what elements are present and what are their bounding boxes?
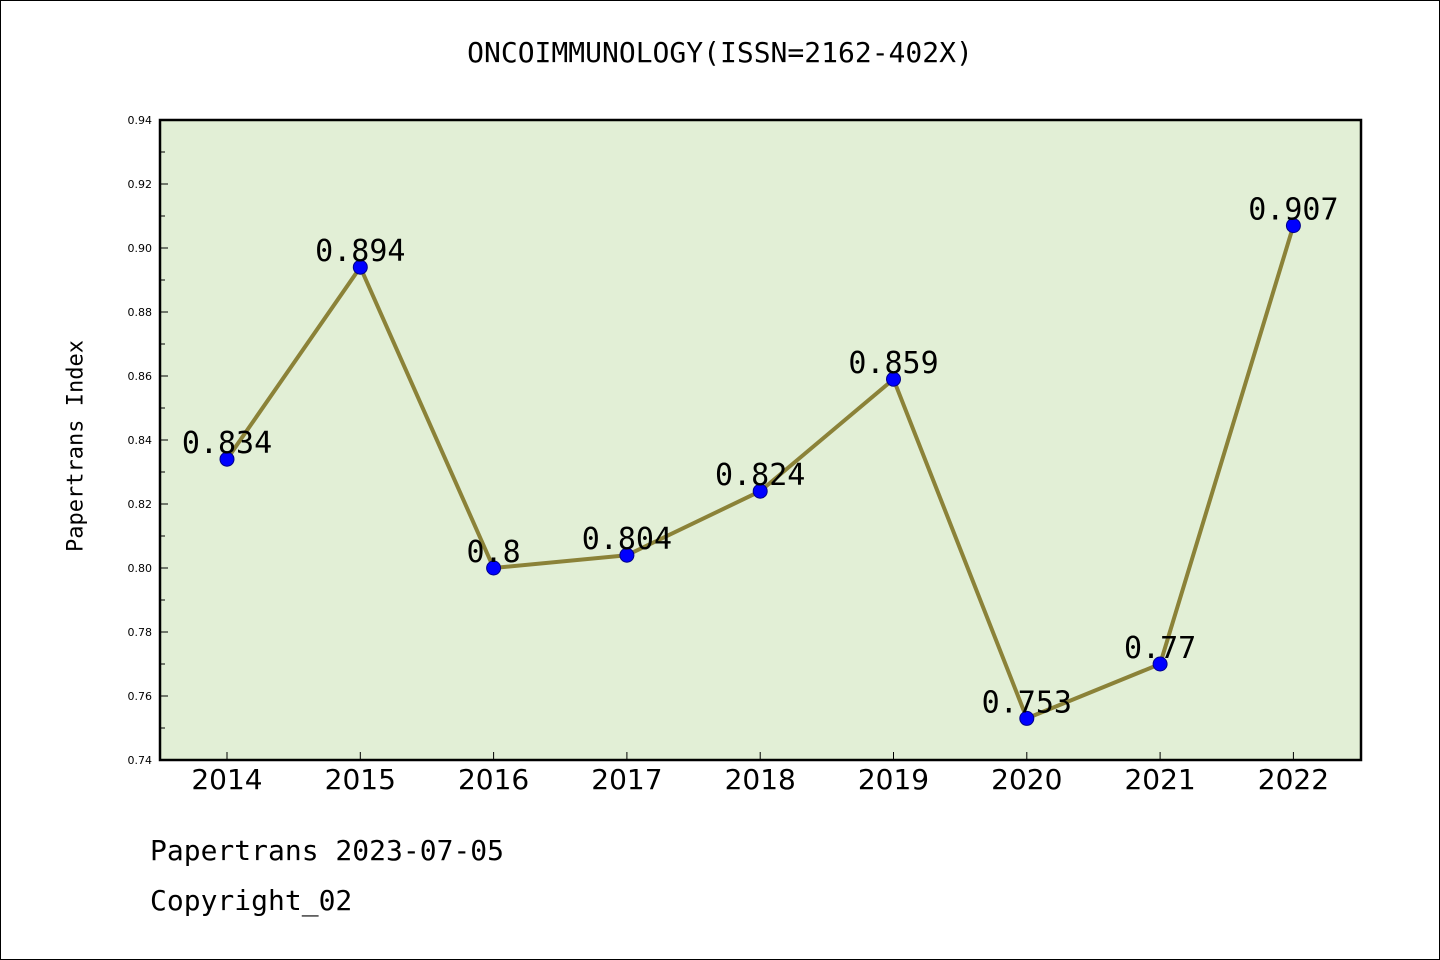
x-tick-label: 2017: [591, 763, 662, 796]
plot-area: [160, 120, 1361, 760]
footer-copyright: Copyright_02: [150, 884, 353, 917]
x-tick-label: 2020: [991, 763, 1062, 796]
data-point: [352, 259, 368, 275]
y-tick-label: 0.76: [128, 690, 153, 703]
chart-title: ONCOIMMUNOLOGY(ISSN=2162-402X): [467, 36, 973, 69]
x-tick-label: 2022: [1258, 763, 1329, 796]
data-label: 0.859: [848, 346, 938, 381]
data-point: [886, 371, 901, 387]
data-point: [1152, 656, 1168, 672]
plot-border: [158, 118, 1363, 762]
x-tick-label: 2019: [858, 763, 929, 796]
y-tick-label: 0.92: [128, 178, 153, 191]
x-tick-label: 2016: [458, 763, 529, 796]
y-tick-label: 0.84: [128, 434, 153, 447]
y-tick-label: 0.88: [128, 306, 153, 319]
data-label: 0.804: [582, 522, 672, 557]
y-tick-label: 0.74: [128, 754, 153, 767]
data-point: [1019, 710, 1035, 726]
data-point: [752, 483, 768, 499]
y-tick-label: 0.94: [128, 114, 153, 127]
x-tick-label: 2014: [191, 763, 262, 796]
y-tick-label: 0.90: [128, 242, 153, 255]
data-points: [219, 218, 1301, 726]
y-tick-label: 0.82: [128, 498, 153, 511]
y-tick-label: 0.86: [128, 370, 153, 383]
data-label: 0.834: [182, 426, 272, 461]
data-label: 0.8: [467, 535, 521, 570]
data-label: 0.77: [1124, 631, 1196, 666]
y-tick-label: 0.78: [128, 626, 153, 639]
data-label: 0.907: [1248, 193, 1338, 228]
footer-date: Papertrans 2023-07-05: [150, 834, 505, 867]
data-label: 0.824: [715, 458, 805, 493]
y-tick-label: 0.80: [128, 562, 153, 575]
data-point: [1285, 218, 1301, 234]
x-tick-label: 2021: [1124, 763, 1195, 796]
x-tick-label: 2015: [325, 763, 396, 796]
data-point: [486, 560, 502, 576]
data-labels: 0.834 0.894 0.8 0.804 0.824 0.859 0.753 0.77 0.9…: [182, 193, 1339, 721]
x-tick-label: 2018: [725, 763, 796, 796]
data-point: [219, 451, 235, 467]
data-point: [619, 547, 635, 563]
data-label: 0.753: [982, 685, 1072, 720]
y-axis: 0.74 0.76 0.78 0.80 0.82 0.84 0.86 0.88 0.90 0.92…: [128, 114, 168, 767]
data-label: 0.894: [315, 234, 405, 269]
x-axis: 2014 2015 2016 2017 2018 2019 2020 2021 2022: [191, 752, 1329, 796]
